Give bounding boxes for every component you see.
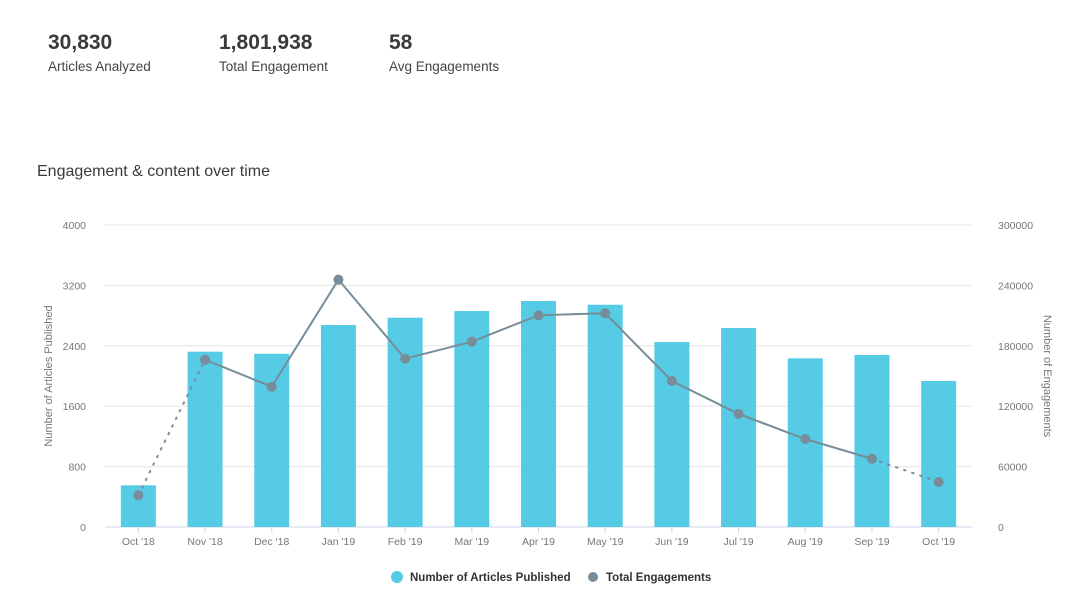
- legend-label-articles[interactable]: Number of Articles Published: [410, 572, 571, 584]
- bar[interactable]: [921, 380, 957, 527]
- right-tick-label: 0: [998, 522, 1004, 534]
- bar[interactable]: [254, 353, 290, 527]
- line-segment: [471, 314, 539, 343]
- line-segment: [404, 340, 473, 360]
- line-point[interactable]: [533, 310, 544, 321]
- line-point[interactable]: [800, 434, 811, 445]
- line-point[interactable]: [466, 336, 477, 347]
- kpi-avg-engagements: 58 Avg Engagements: [389, 31, 499, 74]
- left-axis-ticks: 0 800 1600 2400 3200 4000: [63, 220, 87, 534]
- left-axis-label: Number of Articles Published: [43, 305, 55, 446]
- legend-swatch-engagements: [588, 572, 598, 582]
- line-segment: [738, 413, 806, 440]
- right-tick-label: 120000: [998, 401, 1033, 413]
- kpi-label: Articles Analyzed: [48, 59, 151, 74]
- left-tick-label: 2400: [63, 341, 87, 353]
- line-point[interactable]: [600, 308, 611, 319]
- x-tick-label: Oct '19: [922, 536, 955, 548]
- line-point[interactable]: [666, 376, 677, 387]
- right-tick-label: 60000: [998, 462, 1027, 474]
- kpi-value: 30,830: [48, 31, 113, 54]
- x-tick-label: Oct '18: [122, 536, 155, 548]
- x-tick-label: Mar '19: [454, 536, 489, 548]
- line-point[interactable]: [266, 381, 277, 392]
- line-segment-dotted: [137, 358, 207, 497]
- line-point[interactable]: [400, 353, 411, 364]
- x-tick-label: Jul '19: [724, 536, 754, 548]
- x-tick-label: Aug '19: [788, 536, 823, 548]
- kpi-total-engagement: 1,801,938 Total Engagement: [219, 31, 328, 74]
- x-tick-label: Nov '18: [187, 536, 222, 548]
- line-point[interactable]: [866, 453, 877, 464]
- right-axis-label: Number of Engagements: [1041, 315, 1053, 438]
- kpi-value: 58: [389, 31, 413, 54]
- bar[interactable]: [587, 304, 623, 527]
- right-axis-ticks: 0 60000 120000 180000 240000 300000: [998, 220, 1033, 534]
- line-point[interactable]: [733, 408, 744, 419]
- right-tick-label: 240000: [998, 280, 1033, 292]
- line-segment: [337, 279, 406, 360]
- bar-series: [120, 301, 957, 527]
- x-tick-label: May '19: [587, 536, 624, 548]
- right-tick-label: 180000: [998, 341, 1033, 353]
- x-tick-label: Dec '18: [254, 536, 289, 548]
- kpi-label: Total Engagement: [219, 59, 328, 74]
- line-segment-dotted: [870, 457, 940, 484]
- line-point[interactable]: [200, 354, 211, 365]
- kpi-label: Avg Engagements: [389, 59, 500, 74]
- x-tick-label: Jun '19: [655, 536, 689, 548]
- right-tick-label: 300000: [998, 220, 1033, 232]
- left-tick-label: 1600: [63, 401, 87, 413]
- bar[interactable]: [187, 351, 223, 527]
- line-segment: [538, 312, 606, 317]
- bar[interactable]: [521, 301, 556, 527]
- x-tick-label: Jan '19: [322, 536, 356, 548]
- bar[interactable]: [387, 317, 423, 527]
- legend-label-engagements[interactable]: Total Engagements: [606, 572, 711, 584]
- line-segment: [671, 380, 740, 415]
- line-point[interactable]: [333, 274, 344, 285]
- line-point[interactable]: [133, 490, 144, 501]
- bar[interactable]: [854, 355, 890, 527]
- left-tick-label: 3200: [63, 280, 87, 292]
- legend: Number of Articles Published Total Engag…: [391, 571, 711, 584]
- kpi-value: 1,801,938: [219, 31, 313, 54]
- left-tick-label: 800: [68, 462, 86, 474]
- bar[interactable]: [721, 327, 757, 527]
- x-tick-label: Feb '19: [388, 536, 423, 548]
- left-tick-label: 4000: [63, 220, 87, 232]
- line-segment: [604, 312, 673, 382]
- line-segment: [204, 358, 273, 388]
- kpi-articles-analyzed: 30,830 Articles Analyzed: [48, 31, 151, 74]
- x-axis-ticks: Oct '18 Nov '18 Dec '18 Jan '19 Feb '19 Mar '…: [122, 527, 955, 548]
- left-tick-label: 0: [80, 522, 86, 534]
- line-segment: [270, 279, 340, 388]
- line-point[interactable]: [933, 477, 944, 488]
- x-tick-label: Apr '19: [522, 536, 555, 548]
- line-segment: [804, 438, 873, 460]
- bar[interactable]: [654, 342, 690, 527]
- chart-title: Engagement & content over time: [37, 163, 271, 180]
- x-tick-label: Sep '19: [854, 536, 889, 548]
- legend-swatch-articles: [391, 571, 403, 583]
- bar[interactable]: [320, 325, 356, 527]
- bar[interactable]: [454, 310, 490, 527]
- line-series: [133, 274, 944, 501]
